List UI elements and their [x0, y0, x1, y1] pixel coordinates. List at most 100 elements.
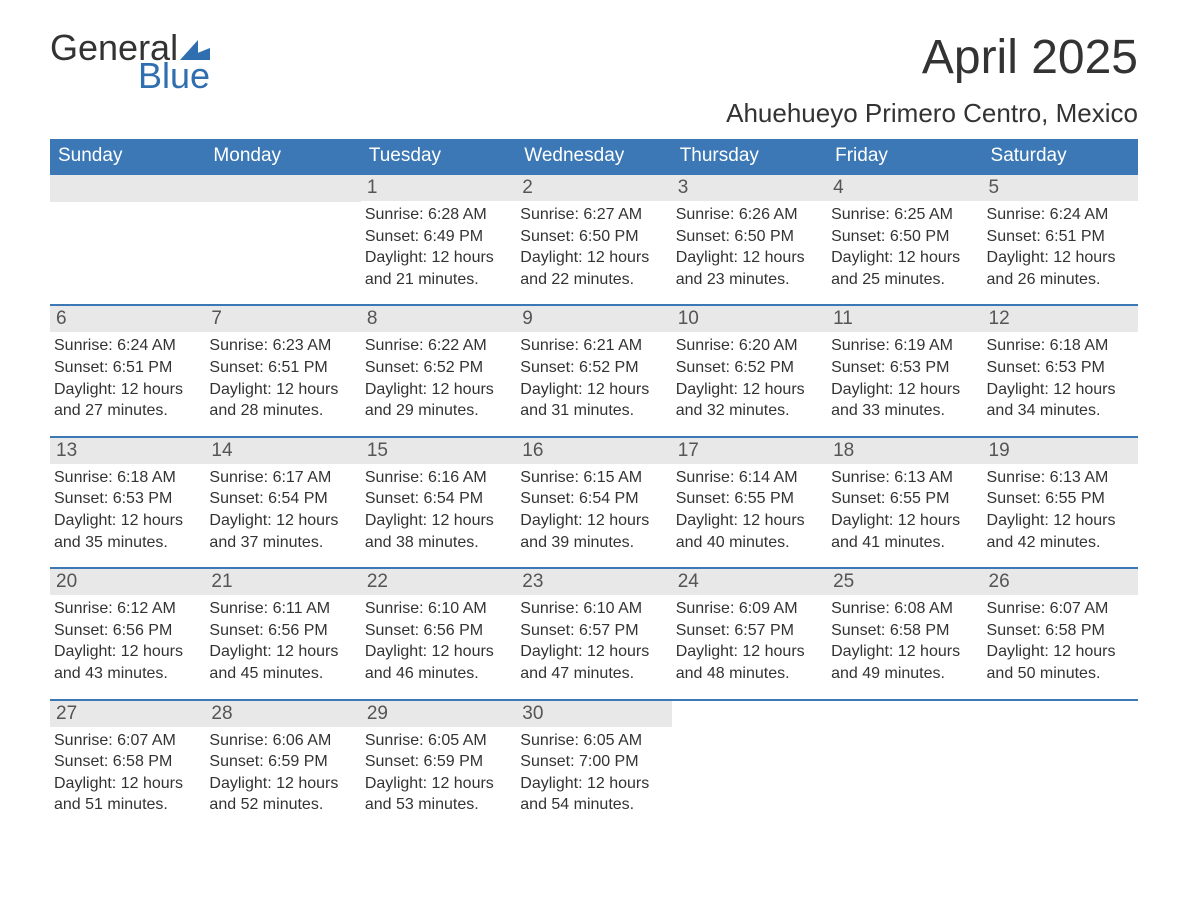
day-body: Sunrise: 6:13 AMSunset: 6:55 PMDaylight:… [983, 464, 1138, 553]
day-body: Sunrise: 6:13 AMSunset: 6:55 PMDaylight:… [827, 464, 982, 553]
day-cell: 14Sunrise: 6:17 AMSunset: 6:54 PMDayligh… [205, 438, 360, 567]
day-header-tuesday: Tuesday [361, 139, 516, 173]
day-number: 3 [672, 175, 827, 201]
day-cell: 29Sunrise: 6:05 AMSunset: 6:59 PMDayligh… [361, 701, 516, 830]
day-header-wednesday: Wednesday [516, 139, 671, 173]
day-cell [50, 175, 205, 304]
day-number: 1 [361, 175, 516, 201]
sunrise-text: Sunrise: 6:28 AM [365, 204, 512, 226]
day-body: Sunrise: 6:12 AMSunset: 6:56 PMDaylight:… [50, 595, 205, 684]
sunrise-text: Sunrise: 6:13 AM [987, 467, 1134, 489]
day-number: 28 [205, 701, 360, 727]
sunset-text: Sunset: 6:58 PM [831, 620, 978, 642]
sunset-text: Sunset: 6:56 PM [209, 620, 356, 642]
day-body: Sunrise: 6:16 AMSunset: 6:54 PMDaylight:… [361, 464, 516, 553]
daylight-text: Daylight: 12 hours and 22 minutes. [520, 247, 667, 290]
header: General Blue April 2025 [50, 30, 1138, 94]
day-cell: 1Sunrise: 6:28 AMSunset: 6:49 PMDaylight… [361, 175, 516, 304]
logo: General Blue [50, 30, 210, 94]
sunrise-text: Sunrise: 6:05 AM [520, 730, 667, 752]
sunrise-text: Sunrise: 6:13 AM [831, 467, 978, 489]
day-body: Sunrise: 6:18 AMSunset: 6:53 PMDaylight:… [50, 464, 205, 553]
day-body: Sunrise: 6:05 AMSunset: 7:00 PMDaylight:… [516, 727, 671, 816]
sunrise-text: Sunrise: 6:05 AM [365, 730, 512, 752]
day-body: Sunrise: 6:19 AMSunset: 6:53 PMDaylight:… [827, 332, 982, 421]
sunset-text: Sunset: 6:51 PM [987, 226, 1134, 248]
sunrise-text: Sunrise: 6:16 AM [365, 467, 512, 489]
day-number: 9 [516, 306, 671, 332]
day-cell: 18Sunrise: 6:13 AMSunset: 6:55 PMDayligh… [827, 438, 982, 567]
day-number: 21 [205, 569, 360, 595]
day-number: 2 [516, 175, 671, 201]
day-number [50, 175, 205, 202]
day-cell: 26Sunrise: 6:07 AMSunset: 6:58 PMDayligh… [983, 569, 1138, 698]
day-cell: 8Sunrise: 6:22 AMSunset: 6:52 PMDaylight… [361, 306, 516, 435]
day-cell: 28Sunrise: 6:06 AMSunset: 6:59 PMDayligh… [205, 701, 360, 830]
day-cell: 23Sunrise: 6:10 AMSunset: 6:57 PMDayligh… [516, 569, 671, 698]
sunset-text: Sunset: 6:56 PM [365, 620, 512, 642]
day-body: Sunrise: 6:08 AMSunset: 6:58 PMDaylight:… [827, 595, 982, 684]
day-number: 30 [516, 701, 671, 727]
sunset-text: Sunset: 6:54 PM [209, 488, 356, 510]
day-cell: 20Sunrise: 6:12 AMSunset: 6:56 PMDayligh… [50, 569, 205, 698]
day-body: Sunrise: 6:10 AMSunset: 6:56 PMDaylight:… [361, 595, 516, 684]
day-cell: 4Sunrise: 6:25 AMSunset: 6:50 PMDaylight… [827, 175, 982, 304]
day-cell: 13Sunrise: 6:18 AMSunset: 6:53 PMDayligh… [50, 438, 205, 567]
day-body: Sunrise: 6:22 AMSunset: 6:52 PMDaylight:… [361, 332, 516, 421]
day-number [205, 175, 360, 202]
day-cell: 21Sunrise: 6:11 AMSunset: 6:56 PMDayligh… [205, 569, 360, 698]
day-cell: 2Sunrise: 6:27 AMSunset: 6:50 PMDaylight… [516, 175, 671, 304]
day-body: Sunrise: 6:14 AMSunset: 6:55 PMDaylight:… [672, 464, 827, 553]
sunset-text: Sunset: 6:59 PM [209, 751, 356, 773]
day-body: Sunrise: 6:28 AMSunset: 6:49 PMDaylight:… [361, 201, 516, 290]
sunset-text: Sunset: 6:51 PM [209, 357, 356, 379]
day-body: Sunrise: 6:17 AMSunset: 6:54 PMDaylight:… [205, 464, 360, 553]
daylight-text: Daylight: 12 hours and 33 minutes. [831, 379, 978, 422]
sunrise-text: Sunrise: 6:19 AM [831, 335, 978, 357]
day-number: 17 [672, 438, 827, 464]
sunrise-text: Sunrise: 6:24 AM [987, 204, 1134, 226]
day-header-sunday: Sunday [50, 139, 205, 173]
day-body: Sunrise: 6:07 AMSunset: 6:58 PMDaylight:… [50, 727, 205, 816]
daylight-text: Daylight: 12 hours and 25 minutes. [831, 247, 978, 290]
day-cell [983, 701, 1138, 830]
daylight-text: Daylight: 12 hours and 46 minutes. [365, 641, 512, 684]
page-title: April 2025 [922, 30, 1138, 85]
daylight-text: Daylight: 12 hours and 45 minutes. [209, 641, 356, 684]
week-row: 27Sunrise: 6:07 AMSunset: 6:58 PMDayligh… [50, 699, 1138, 830]
daylight-text: Daylight: 12 hours and 34 minutes. [987, 379, 1134, 422]
daylight-text: Daylight: 12 hours and 51 minutes. [54, 773, 201, 816]
day-cell: 15Sunrise: 6:16 AMSunset: 6:54 PMDayligh… [361, 438, 516, 567]
sunset-text: Sunset: 6:52 PM [520, 357, 667, 379]
day-number: 6 [50, 306, 205, 332]
day-cell: 17Sunrise: 6:14 AMSunset: 6:55 PMDayligh… [672, 438, 827, 567]
sunrise-text: Sunrise: 6:08 AM [831, 598, 978, 620]
week-row: 6 Sunrise: 6:24 AM Sunset: 6:51 PM Daylight… [50, 304, 1138, 435]
day-number: 7 [205, 306, 360, 332]
day-body: Sunrise: 6:21 AMSunset: 6:52 PMDaylight:… [516, 332, 671, 421]
day-cell: 11Sunrise: 6:19 AMSunset: 6:53 PMDayligh… [827, 306, 982, 435]
sunset-text: Sunset: 6:57 PM [520, 620, 667, 642]
daylight-text: Daylight: 12 hours and 32 minutes. [676, 379, 823, 422]
day-number: 18 [827, 438, 982, 464]
day-cell [205, 175, 360, 304]
day-cell: 6Sunrise: 6:24 AMSunset: 6:51 PMDaylight… [50, 306, 205, 435]
day-cell: 24Sunrise: 6:09 AMSunset: 6:57 PMDayligh… [672, 569, 827, 698]
day-header-monday: Monday [205, 139, 360, 173]
day-cell: 19Sunrise: 6:13 AMSunset: 6:55 PMDayligh… [983, 438, 1138, 567]
sunrise-text: Sunrise: 6:26 AM [676, 204, 823, 226]
daylight-text: Daylight: 12 hours and 48 minutes. [676, 641, 823, 684]
sunset-text: Sunset: 6:54 PM [520, 488, 667, 510]
sunrise-text: Sunrise: 6:23 AM [209, 335, 356, 357]
sunrise-text: Sunrise: 6:21 AM [520, 335, 667, 357]
daylight-text: Daylight: 12 hours and 31 minutes. [520, 379, 667, 422]
day-body: Sunrise: 6:25 AMSunset: 6:50 PMDaylight:… [827, 201, 982, 290]
sunset-text: Sunset: 6:59 PM [365, 751, 512, 773]
day-cell: 12Sunrise: 6:18 AMSunset: 6:53 PMDayligh… [983, 306, 1138, 435]
day-body: Sunrise: 6:26 AMSunset: 6:50 PMDaylight:… [672, 201, 827, 290]
sunrise-text: Sunrise: 6:24 AM [54, 335, 201, 357]
day-cell [672, 701, 827, 830]
sunset-text: Sunset: 6:56 PM [54, 620, 201, 642]
day-cell: 27Sunrise: 6:07 AMSunset: 6:58 PMDayligh… [50, 701, 205, 830]
sunset-text: Sunset: 6:55 PM [987, 488, 1134, 510]
